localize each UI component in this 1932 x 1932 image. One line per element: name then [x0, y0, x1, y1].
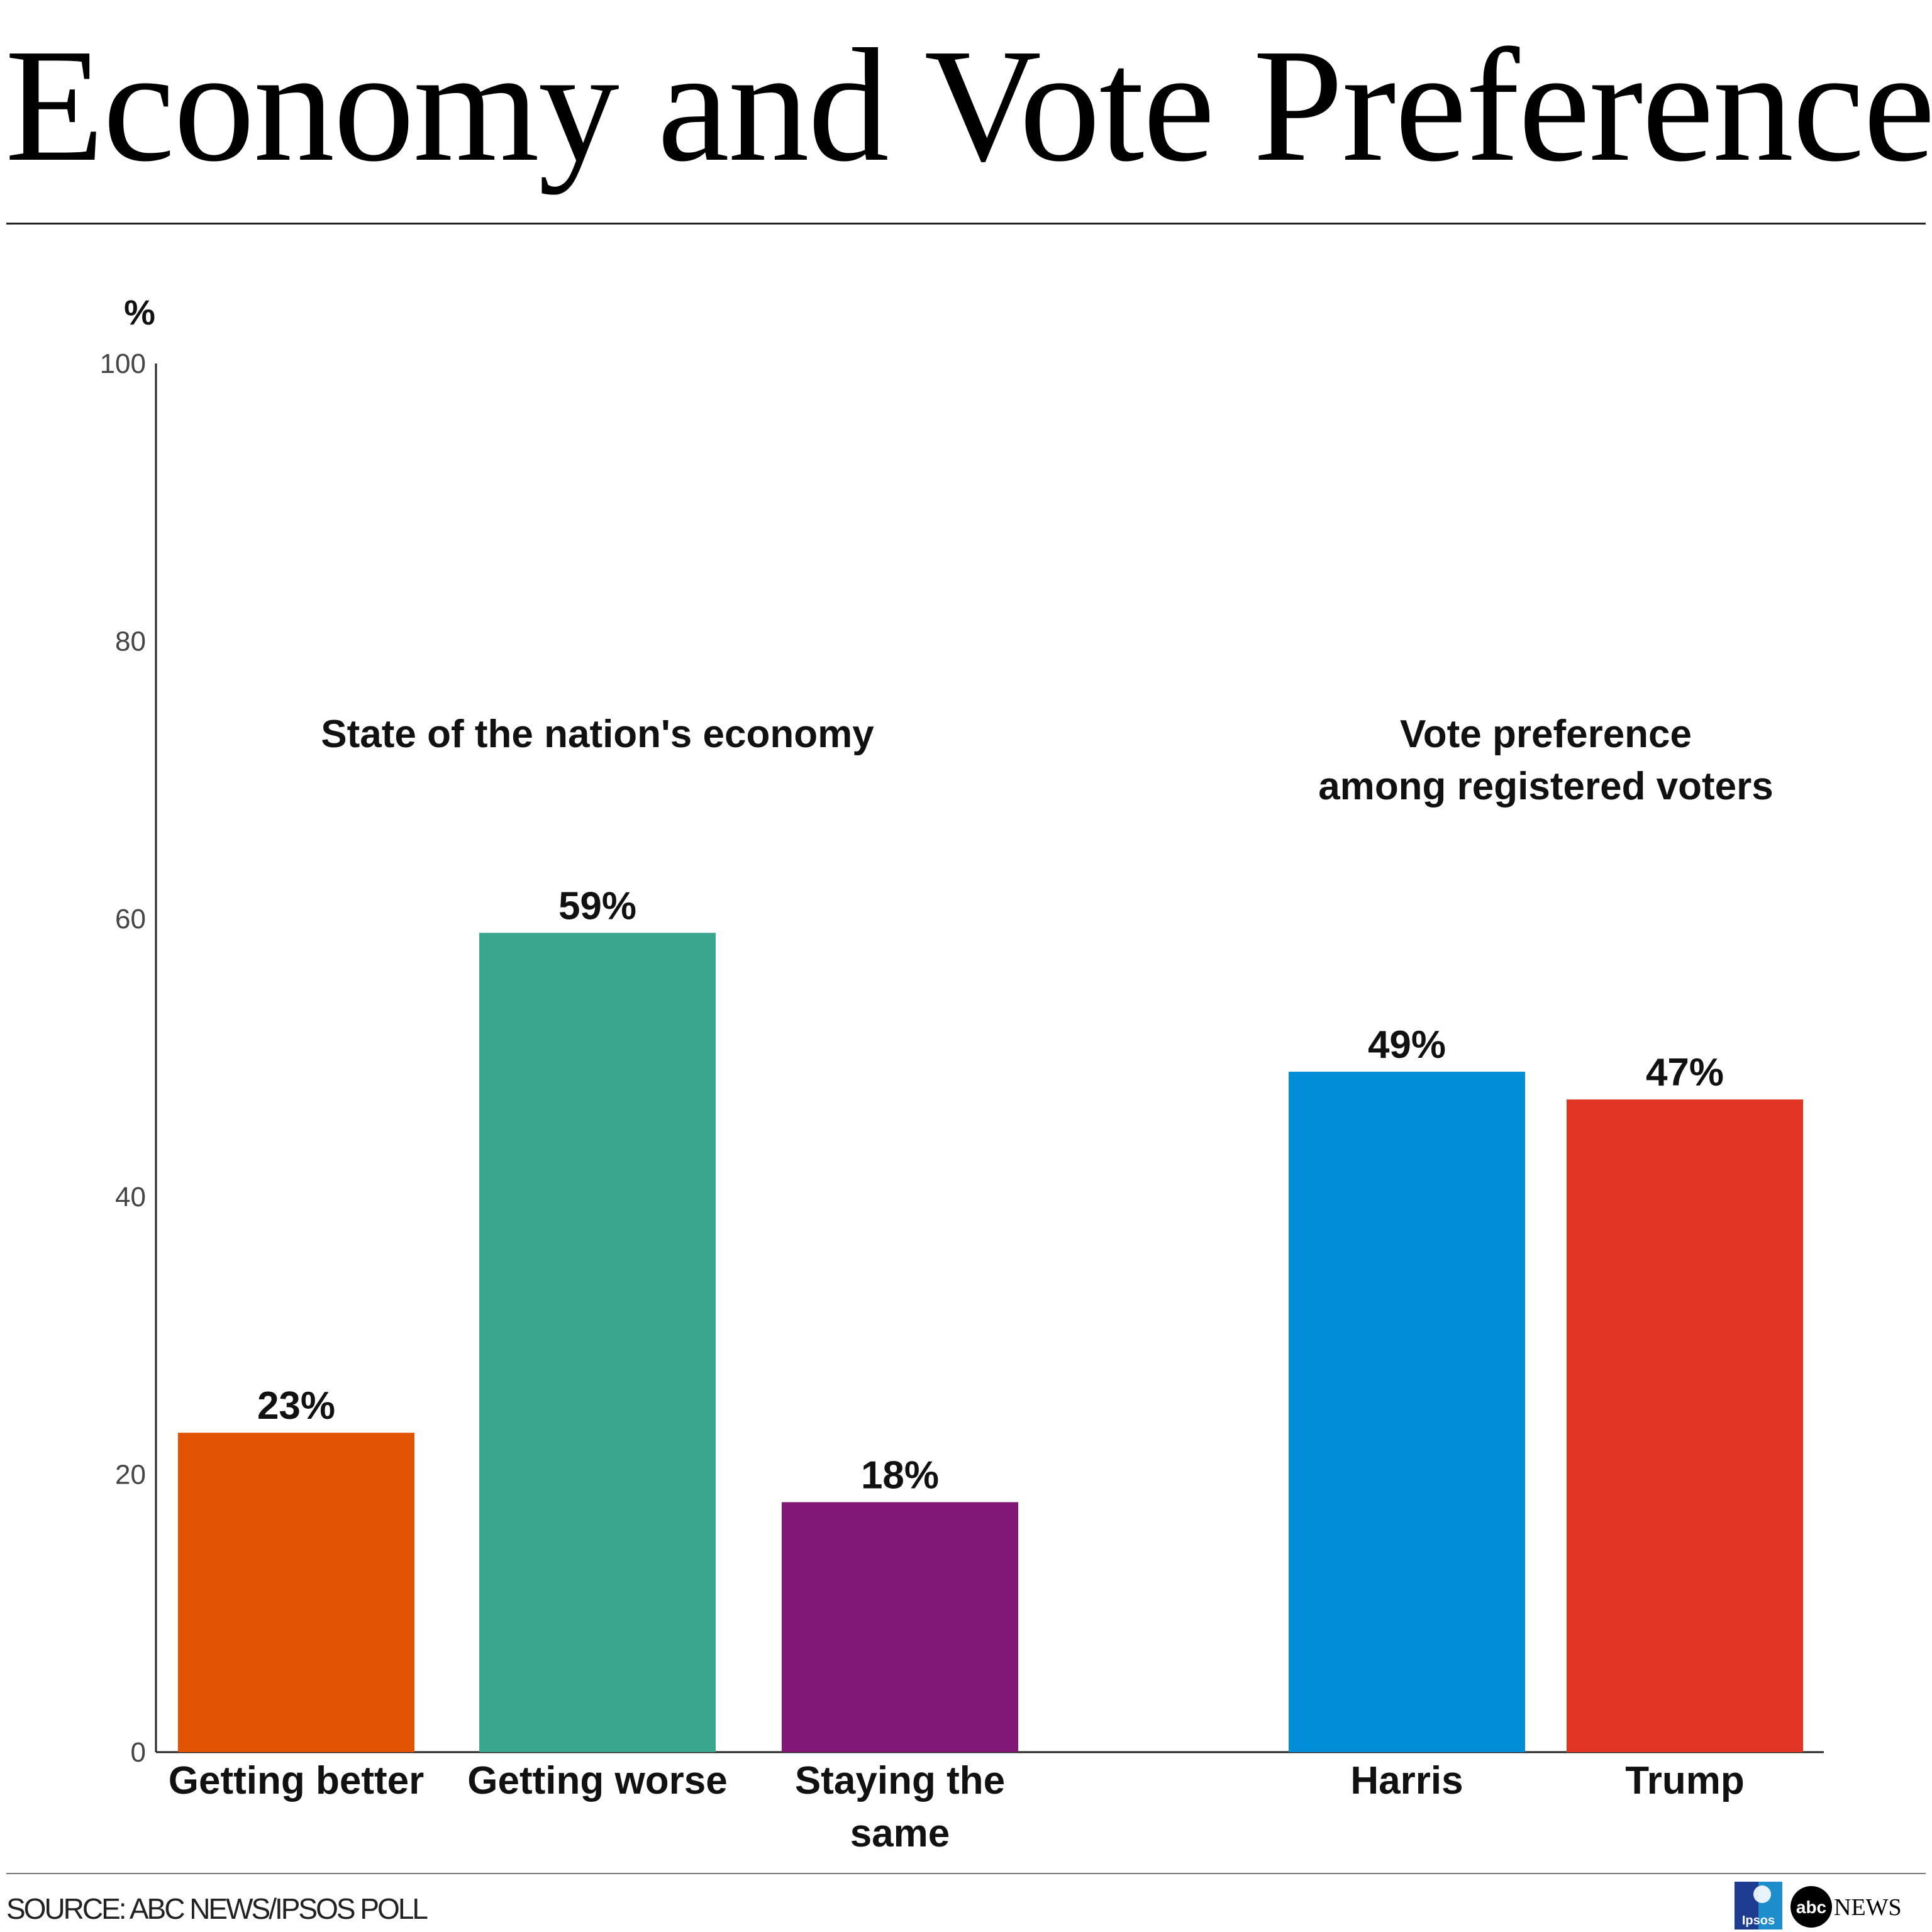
- group-title: among registered voters: [1318, 765, 1774, 808]
- bar-value-label: 59%: [558, 884, 636, 928]
- publisher-logos: Ipsos abc NEWS: [1735, 1882, 1902, 1929]
- ipsos-logo-text: Ipsos: [1742, 1914, 1775, 1928]
- category-label: Trump: [1625, 1759, 1744, 1802]
- bar-value-label: 49%: [1368, 1023, 1446, 1067]
- category-label: same: [850, 1812, 950, 1855]
- news-logo-text: NEWS: [1834, 1894, 1902, 1921]
- bar: [1289, 1072, 1525, 1752]
- bar: [782, 1502, 1018, 1752]
- abc-news-logo: abc NEWS: [1790, 1886, 1902, 1928]
- y-tick-label: 60: [115, 904, 146, 935]
- group-title: State of the nation's economy: [321, 713, 874, 756]
- source-note: SOURCE: ABC NEWS/IPSOS POLL: [6, 1892, 428, 1925]
- title-divider: [6, 223, 1926, 225]
- category-label: Getting worse: [467, 1759, 727, 1802]
- bar-value-label: 23%: [257, 1384, 335, 1428]
- y-tick-label: 40: [115, 1182, 146, 1213]
- bar: [1567, 1099, 1803, 1752]
- y-tick-label: 100: [100, 348, 146, 379]
- bar-value-label: 47%: [1646, 1051, 1724, 1094]
- footer-divider: [6, 1873, 1926, 1874]
- group-title: Vote preference: [1400, 713, 1692, 756]
- category-label: Getting better: [169, 1759, 424, 1802]
- ipsos-logo: Ipsos: [1735, 1882, 1782, 1929]
- y-tick-label: 0: [131, 1737, 146, 1768]
- y-tick-label: 80: [115, 626, 146, 657]
- y-tick-label: 20: [115, 1459, 146, 1490]
- bar: [479, 933, 716, 1752]
- chart-title: Economy and Vote Preference: [5, 15, 1932, 195]
- category-label: Staying the: [795, 1759, 1005, 1802]
- bar-value-label: 18%: [861, 1454, 939, 1497]
- abc-logo-text: abc: [1796, 1897, 1826, 1917]
- bar: [178, 1433, 414, 1752]
- y-axis-unit-label: %: [124, 292, 155, 332]
- category-label: Harris: [1350, 1759, 1463, 1802]
